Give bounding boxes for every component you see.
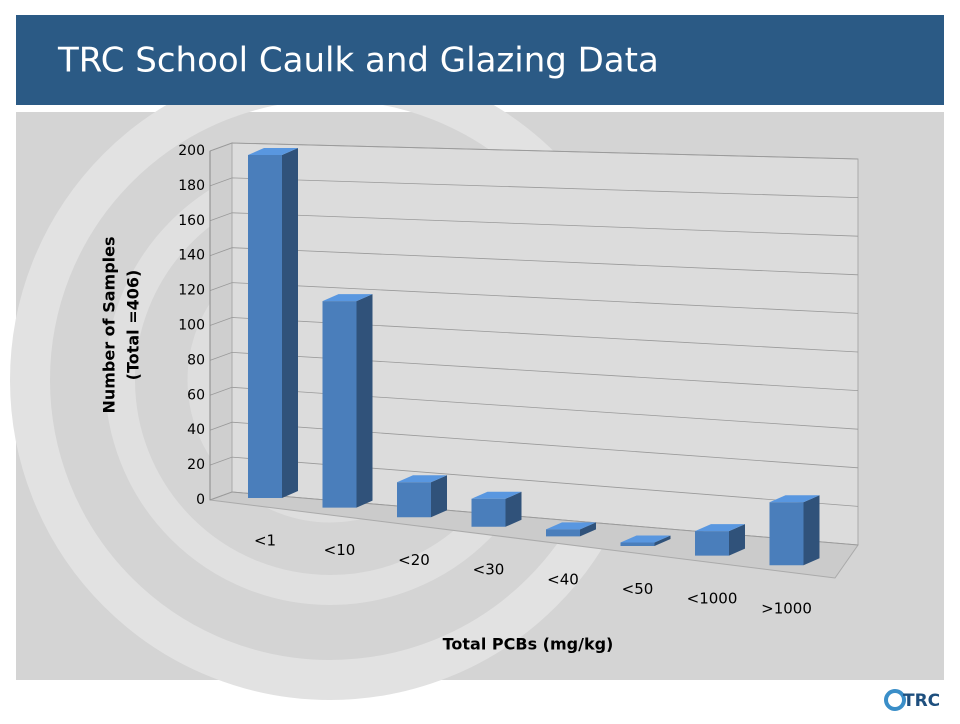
bar [397, 475, 447, 518]
bar-side [356, 294, 373, 508]
bar [471, 491, 522, 527]
x-tick-label: <20 [398, 551, 430, 569]
bar-side [803, 495, 820, 566]
y-tick-label: 140 [178, 248, 205, 264]
x-tick-label: >1000 [761, 599, 812, 617]
x-tick-label: <10 [324, 541, 356, 559]
bar [546, 522, 596, 537]
bar-front [695, 531, 729, 556]
grid-line [209, 177, 859, 198]
y-axis-label: (Total =406) [124, 270, 143, 381]
bar-front [471, 498, 506, 527]
grid-line [209, 212, 859, 237]
slide-title: TRC School Caulk and Glazing Data [57, 41, 659, 81]
y-tick-label: 180 [178, 178, 205, 194]
grid-line [209, 386, 859, 430]
bar-front [620, 542, 655, 546]
bar-top [471, 491, 522, 499]
bar-top [695, 524, 745, 532]
bar-top [769, 495, 820, 503]
bar-side [282, 148, 298, 498]
bar [695, 524, 745, 556]
y-tick-label: 100 [178, 318, 205, 334]
x-tick-label: <40 [547, 570, 579, 588]
logo: TRC [903, 691, 940, 711]
bar-side [654, 535, 671, 546]
grid-line [209, 421, 859, 469]
bar [620, 535, 671, 546]
y-tick-label: 200 [178, 143, 205, 159]
x-tick-label: <1000 [687, 590, 738, 608]
grid-line [209, 317, 859, 353]
bar-side [431, 475, 447, 518]
bar-side [505, 491, 522, 527]
y-tick-label: 40 [187, 422, 205, 438]
bar-front [546, 529, 580, 537]
y-tick-label: 60 [187, 387, 205, 403]
grid-line [209, 491, 859, 546]
bar [322, 294, 373, 508]
grid-line [209, 351, 859, 391]
bar-side [729, 524, 745, 556]
y-tick-label: 20 [187, 457, 205, 473]
bar-top [248, 148, 298, 155]
x-tick-label: <30 [473, 561, 505, 579]
grid-line [209, 282, 859, 314]
bar-top [397, 475, 447, 483]
y-tick-label: 80 [187, 352, 205, 368]
y-tick-label: 0 [196, 492, 205, 508]
bar-top [322, 294, 373, 302]
x-axis-label: Total PCBs (mg/kg) [443, 635, 614, 654]
bar-front [322, 301, 357, 508]
bar-side [580, 522, 596, 537]
bar-top [546, 522, 596, 530]
bar-front [769, 502, 804, 566]
bar [248, 148, 298, 498]
bar-front [248, 155, 282, 498]
grid-line [209, 142, 859, 160]
y-tick-label: 160 [178, 213, 205, 229]
bar-top [620, 535, 671, 543]
grid-line [209, 456, 859, 507]
y-tick-label: 120 [178, 283, 205, 299]
x-tick-label: <50 [622, 580, 654, 598]
grid-line [209, 247, 859, 276]
header-band [16, 15, 944, 105]
bar [769, 495, 820, 566]
bar-front [397, 482, 431, 518]
logo-mark [884, 689, 906, 711]
y-axis-label: Number of Samples [100, 236, 119, 413]
x-tick-label: <1 [254, 532, 276, 550]
